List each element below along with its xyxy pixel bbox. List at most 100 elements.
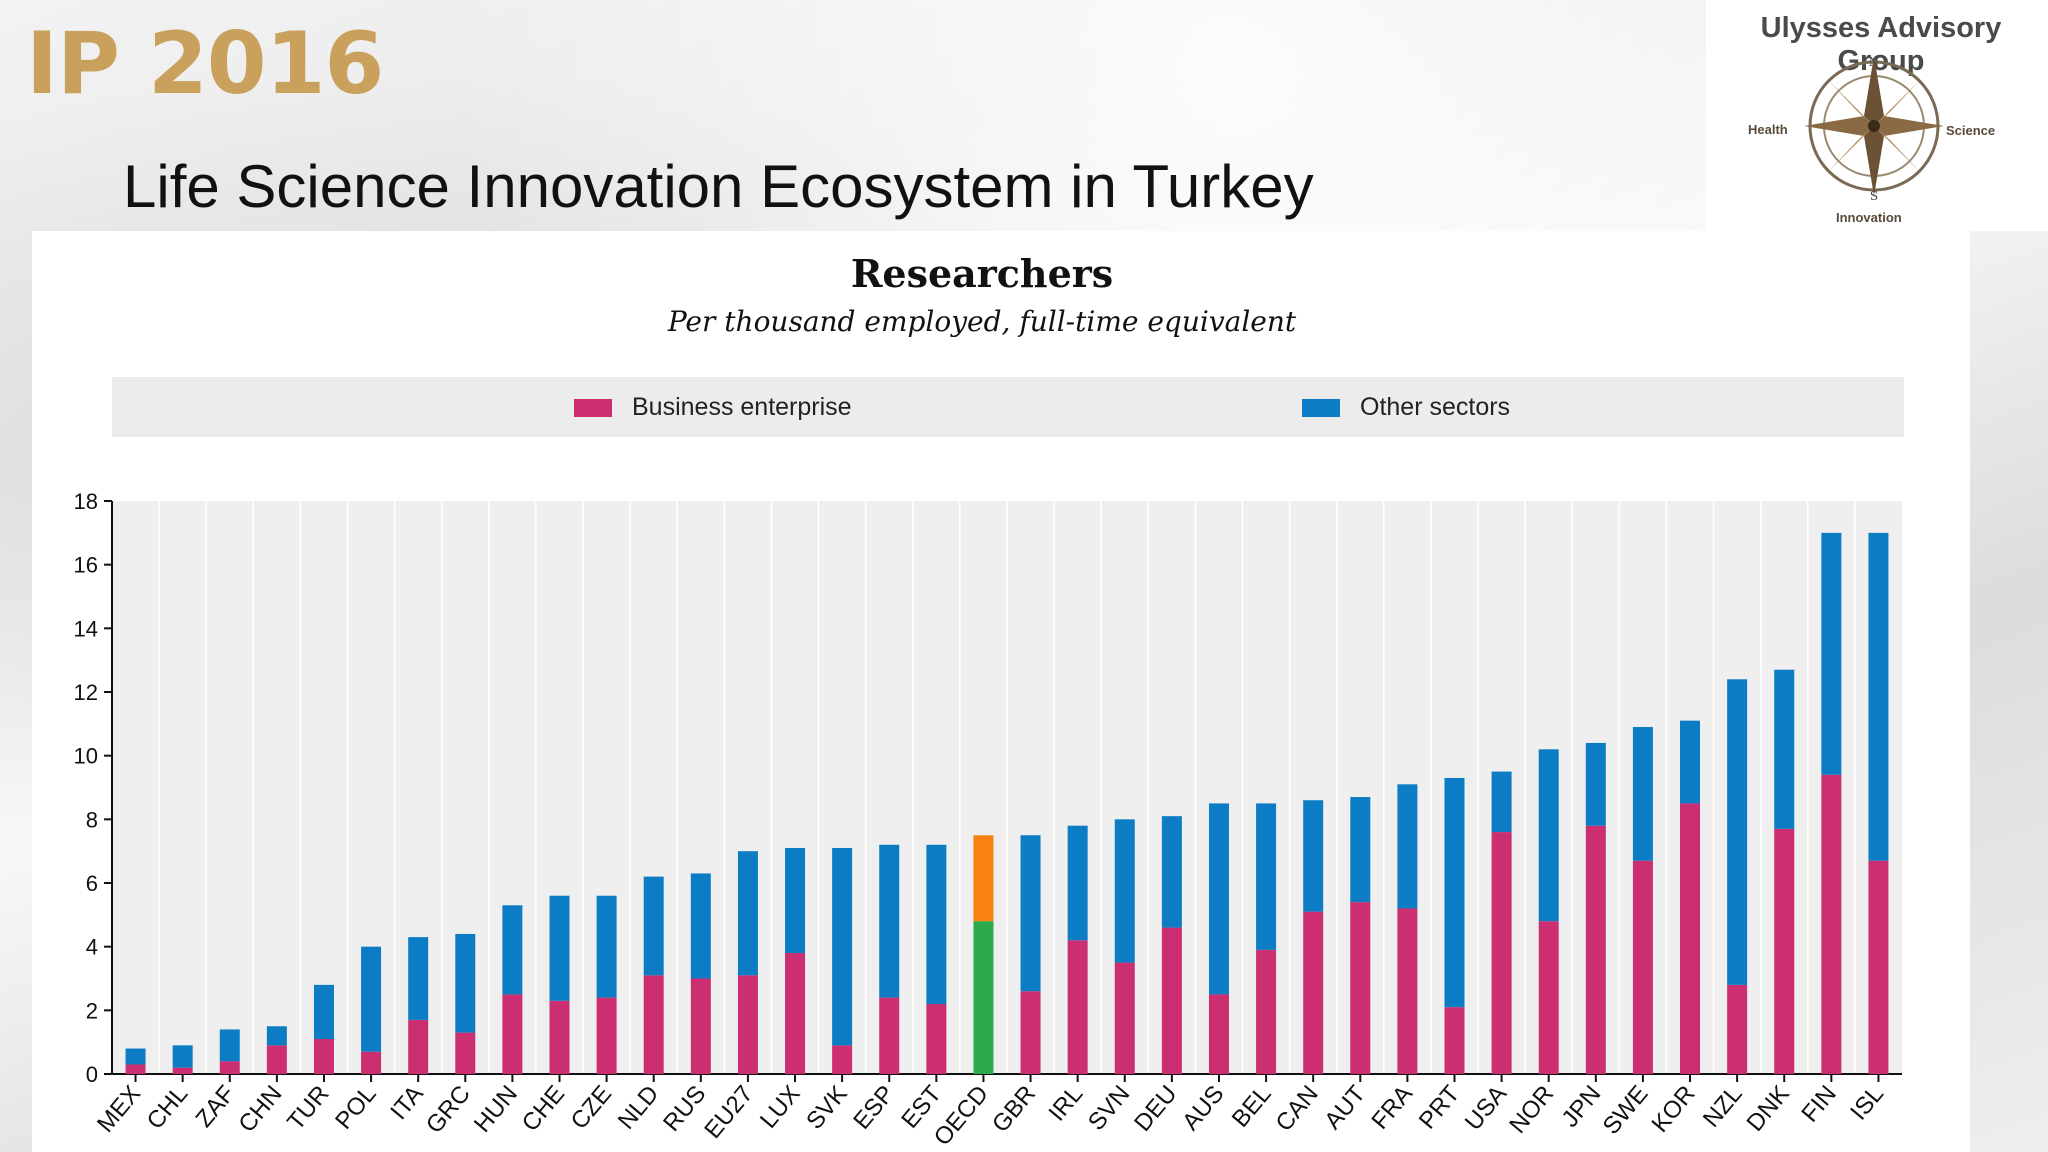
x-category-label: IRL bbox=[1044, 1081, 1089, 1127]
bar-business bbox=[1821, 774, 1842, 1074]
bar-other bbox=[1821, 532, 1842, 775]
bar-business bbox=[1538, 921, 1559, 1074]
bar-other bbox=[219, 1029, 240, 1062]
bar-other bbox=[125, 1048, 146, 1065]
bar-business bbox=[1868, 860, 1889, 1074]
bar-other bbox=[549, 895, 570, 1001]
x-category-label: DNK bbox=[1742, 1081, 1795, 1137]
bar-other bbox=[1868, 532, 1889, 861]
x-category-label: CHL bbox=[142, 1081, 194, 1135]
logo-south-letter: S bbox=[1870, 189, 1878, 203]
bar-other bbox=[1538, 749, 1559, 922]
logo-innovation-label: Innovation bbox=[1836, 210, 1902, 225]
x-category-label: GRC bbox=[421, 1081, 476, 1139]
bar-business bbox=[926, 1003, 947, 1074]
bar-other bbox=[1444, 777, 1465, 1008]
x-category-label: AUS bbox=[1177, 1081, 1229, 1136]
bar-other bbox=[1303, 800, 1324, 912]
bar-other bbox=[832, 847, 853, 1046]
x-category-label: MEX bbox=[92, 1081, 146, 1138]
bar-business bbox=[125, 1064, 146, 1074]
bar-business bbox=[1256, 949, 1277, 1074]
chart-card: Researchers Per thousand employed, full-… bbox=[32, 231, 1970, 1152]
bar-business bbox=[785, 953, 806, 1074]
bar-other bbox=[1161, 816, 1182, 928]
bar-other bbox=[879, 844, 900, 998]
x-category-label: SWE bbox=[1598, 1081, 1654, 1140]
bar-other bbox=[1774, 669, 1795, 829]
x-category-label: LUX bbox=[755, 1081, 806, 1134]
x-category-label: ESP bbox=[848, 1081, 900, 1135]
x-category-label: PRT bbox=[1414, 1080, 1465, 1134]
bar-business bbox=[313, 1038, 334, 1074]
bar-other bbox=[266, 1026, 287, 1046]
bar-other bbox=[1491, 771, 1512, 833]
legend-swatch-other bbox=[1302, 398, 1340, 417]
bar-other bbox=[1256, 803, 1277, 950]
y-tick-label: 16 bbox=[74, 553, 98, 578]
x-category-label: NOR bbox=[1504, 1081, 1559, 1139]
bar-other bbox=[1114, 819, 1135, 963]
x-category-label: CAN bbox=[1271, 1081, 1324, 1137]
bar-business bbox=[832, 1045, 853, 1074]
bar-business bbox=[596, 997, 617, 1074]
bar-business bbox=[1444, 1007, 1465, 1074]
bar-other bbox=[785, 847, 806, 954]
x-category-label: CHE bbox=[517, 1081, 570, 1137]
bar-other bbox=[1585, 742, 1606, 826]
bar-business bbox=[1727, 984, 1748, 1074]
bar-other bbox=[1208, 803, 1229, 995]
x-category-label: CHN bbox=[233, 1081, 287, 1138]
x-category-label: ISL bbox=[1845, 1081, 1889, 1126]
bar-business bbox=[1350, 902, 1371, 1074]
x-category-label: SVN bbox=[1083, 1081, 1135, 1136]
bar-other bbox=[690, 873, 711, 979]
bar-other bbox=[1020, 835, 1041, 992]
bar-other bbox=[926, 844, 947, 1004]
bar-other bbox=[1632, 727, 1653, 861]
chart-legend: Business enterprise Other sectors bbox=[112, 377, 1904, 437]
y-tick-label: 12 bbox=[74, 680, 98, 705]
chart-subtitle: Per thousand employed, full-time equival… bbox=[667, 305, 1297, 338]
bar-business bbox=[1208, 994, 1229, 1074]
bar-business bbox=[266, 1045, 287, 1074]
x-category-label: SVK bbox=[801, 1081, 853, 1135]
x-category-label: BEL bbox=[1227, 1081, 1277, 1133]
bar-other bbox=[596, 895, 617, 998]
bar-other bbox=[973, 835, 994, 922]
logo-north-letter: N bbox=[1869, 55, 1880, 69]
y-tick-label: 14 bbox=[74, 616, 98, 641]
bar-business bbox=[1585, 825, 1606, 1074]
bar-other bbox=[1067, 825, 1088, 941]
bar-other bbox=[737, 851, 758, 976]
y-tick-label: 10 bbox=[74, 744, 98, 769]
bar-other bbox=[1397, 784, 1418, 909]
bar-other bbox=[455, 933, 476, 1033]
y-tick-label: 6 bbox=[86, 871, 98, 896]
x-category-label: NZL bbox=[1698, 1081, 1748, 1133]
x-category-label: TUR bbox=[282, 1081, 334, 1136]
bar-business bbox=[1020, 991, 1041, 1074]
brand-title: IP 2016 bbox=[26, 14, 384, 114]
x-category-label: FRA bbox=[1366, 1081, 1418, 1135]
bar-business bbox=[502, 994, 523, 1074]
bar-business bbox=[361, 1051, 382, 1074]
compass-rose-icon: N S bbox=[1804, 55, 1944, 203]
legend-item-business: Business enterprise bbox=[574, 393, 852, 422]
bar-business bbox=[879, 997, 900, 1074]
bar-other bbox=[361, 946, 382, 1052]
legend-label-business: Business enterprise bbox=[632, 393, 852, 421]
bar-business bbox=[690, 978, 711, 1074]
bar-other bbox=[1680, 720, 1701, 804]
x-category-label: NLD bbox=[613, 1081, 665, 1135]
bar-other bbox=[1350, 797, 1371, 903]
x-category-label: EU27 bbox=[699, 1081, 758, 1144]
bar-business bbox=[973, 921, 994, 1074]
bar-business bbox=[1114, 962, 1135, 1074]
bar-business bbox=[408, 1019, 429, 1074]
bar-business bbox=[219, 1061, 240, 1074]
bar-business bbox=[643, 975, 664, 1074]
x-category-label: CZE bbox=[566, 1081, 618, 1135]
bar-other bbox=[172, 1045, 193, 1068]
